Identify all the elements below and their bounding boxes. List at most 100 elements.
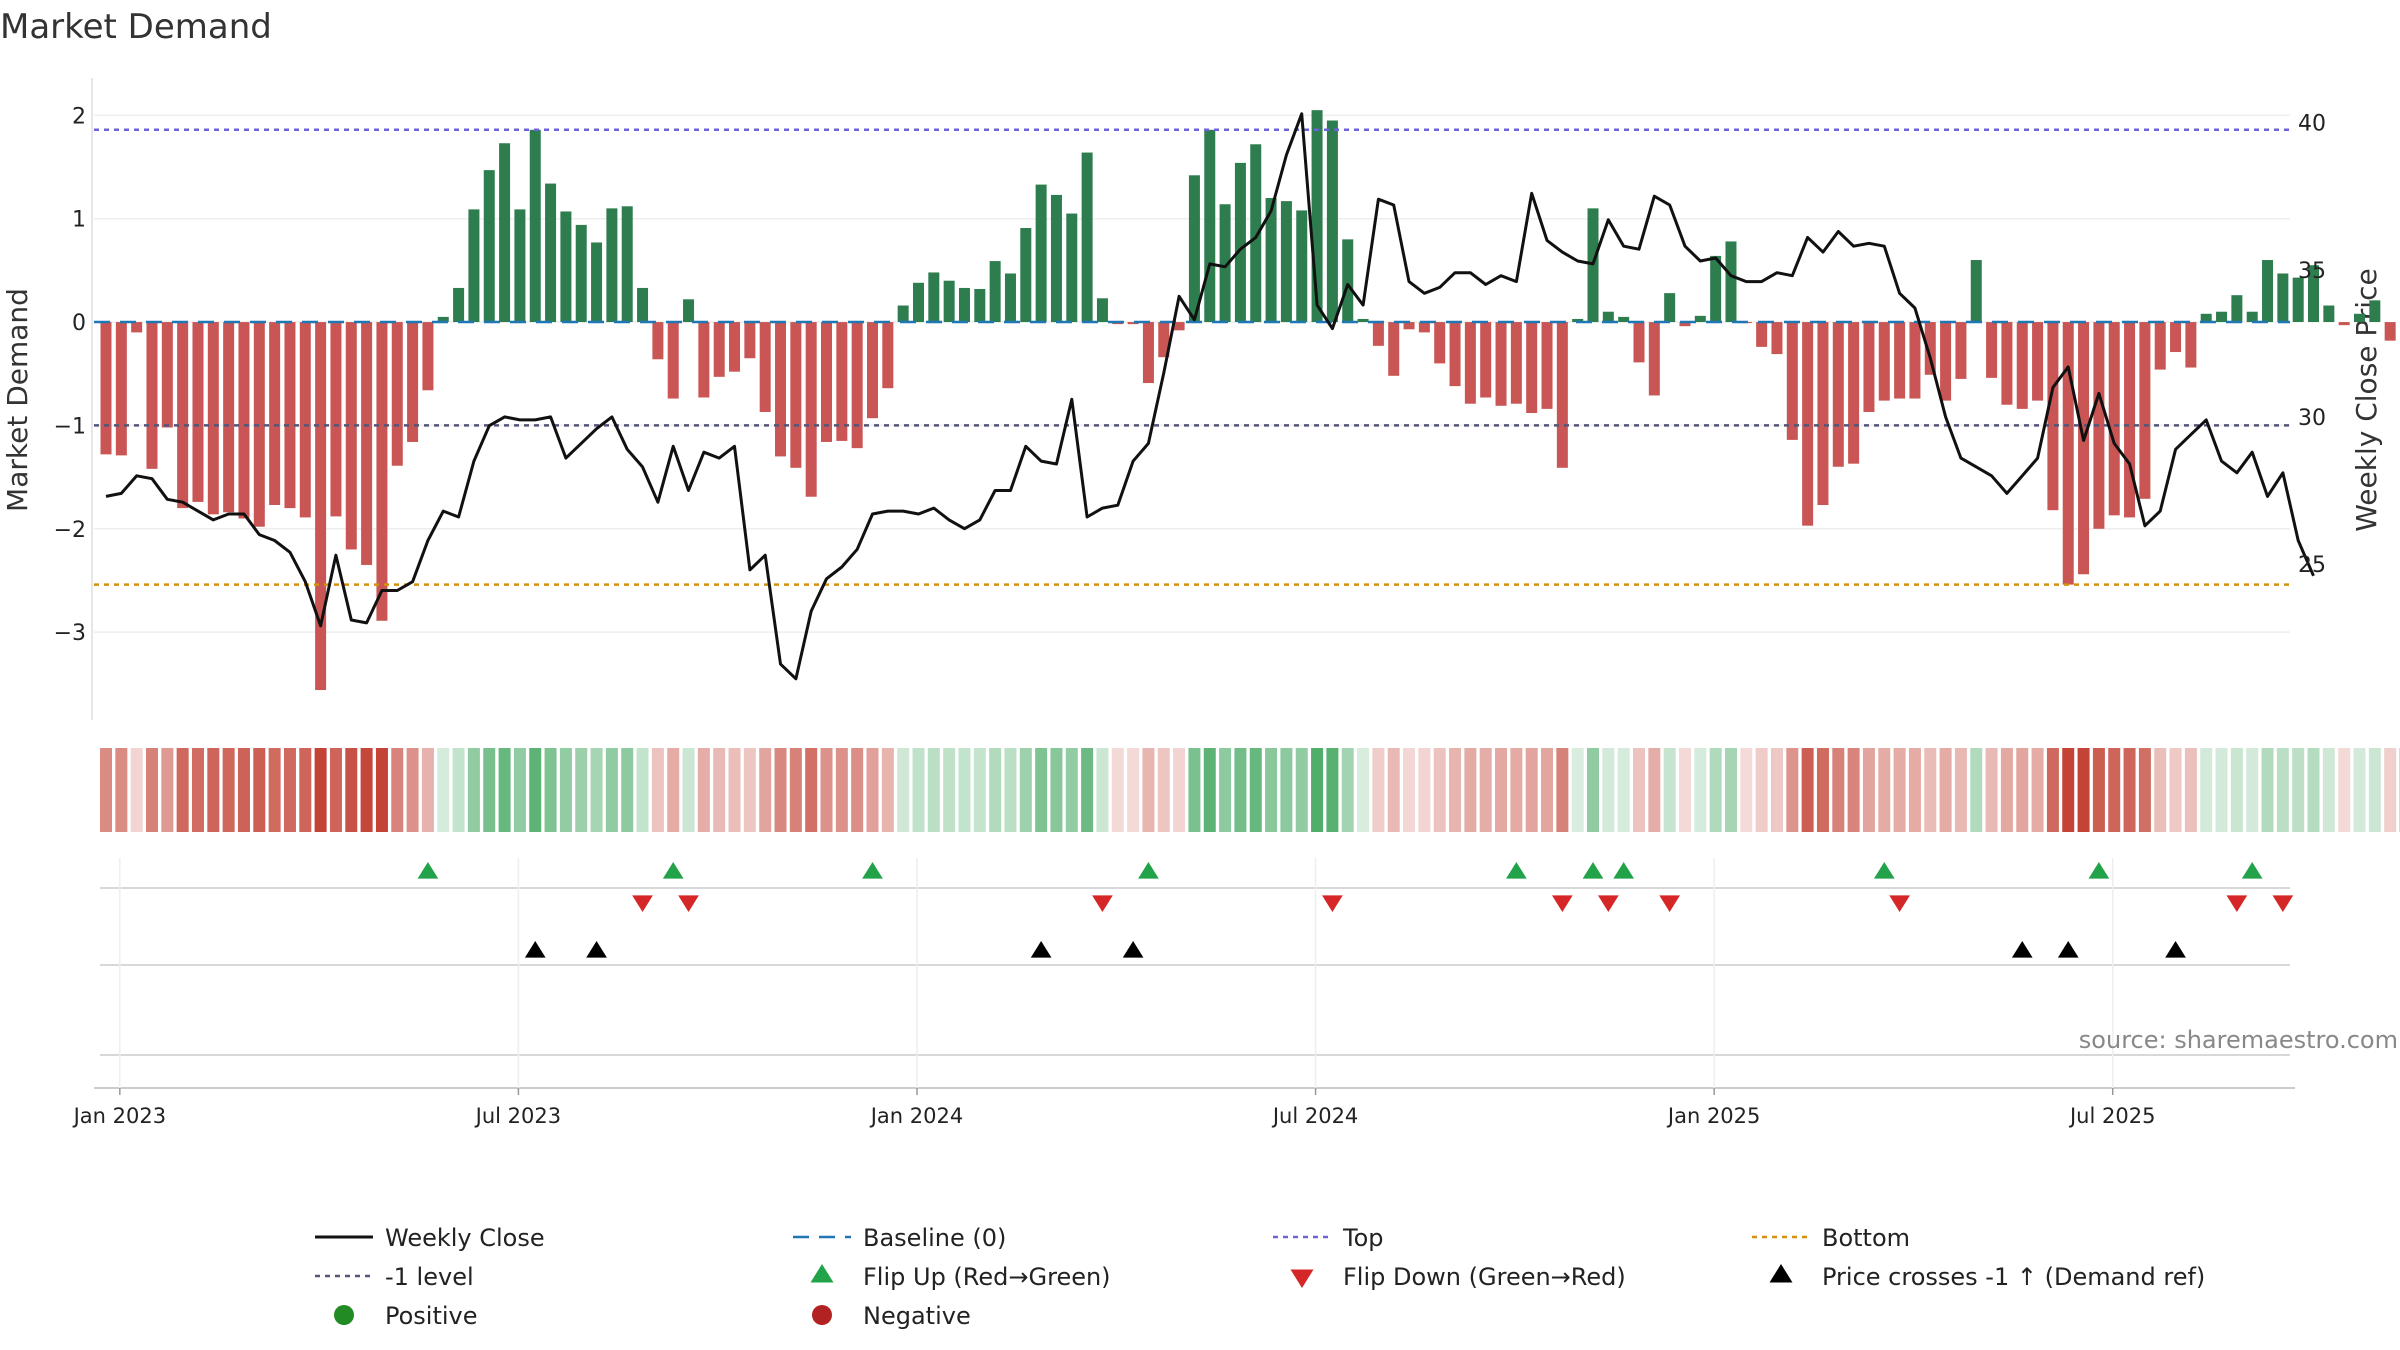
demand-strip	[100, 748, 2400, 832]
strip-cell	[237, 748, 250, 832]
negative-bar	[882, 322, 894, 389]
strip-cell	[2200, 748, 2213, 832]
negative-bar	[1940, 322, 1952, 401]
strip-cell	[1035, 748, 1048, 832]
positive-bar	[1020, 228, 1032, 323]
negative-bar	[376, 322, 388, 621]
strip-cell	[1801, 748, 1814, 832]
strip-cell	[2307, 748, 2320, 832]
strip-cell	[115, 748, 128, 832]
strip-cell	[1709, 748, 1722, 832]
strip-cell	[1065, 748, 1078, 832]
positive-bar	[1096, 298, 1108, 323]
strip-cell	[2062, 748, 2075, 832]
legend-item-flipdown: Flip Down (Green→Red)	[1290, 1263, 1626, 1291]
strip-cell	[1081, 748, 1094, 832]
x-tick-label: Jan 2024	[869, 1104, 964, 1128]
positive-bar	[1296, 210, 1308, 323]
negative-bar	[713, 322, 725, 377]
positive-bar	[1066, 213, 1078, 323]
positive-bar	[958, 287, 970, 323]
chart-title: Market Demand	[0, 7, 272, 47]
strip-cell	[314, 748, 327, 832]
strip-cell	[2215, 748, 2228, 832]
positive-bar	[1004, 273, 1016, 323]
strip-cell	[559, 748, 572, 832]
positive-bar	[1280, 201, 1292, 323]
strip-cell	[253, 748, 266, 832]
strip-cell	[2276, 748, 2289, 832]
flip-up-marker	[2088, 862, 2110, 879]
strip-cell	[2046, 748, 2059, 832]
positive-bar	[989, 261, 1001, 323]
strip-cell	[1556, 748, 1569, 832]
strip-cell	[1111, 748, 1124, 832]
strip-cell	[191, 748, 204, 832]
strip-cell	[1770, 748, 1783, 832]
negative-bar	[2047, 322, 2059, 511]
negative-bar	[2124, 322, 2136, 518]
positive-bar	[1188, 175, 1200, 323]
y-tick-label: 2	[72, 104, 86, 129]
flip-up-marker	[417, 862, 439, 879]
negative-bar	[253, 322, 265, 527]
positive-bar	[529, 129, 541, 323]
positive-bar	[928, 272, 940, 323]
positive-bar	[1250, 144, 1262, 323]
price-line-layer	[105, 112, 2315, 681]
strip-cell	[789, 748, 802, 832]
negative-bar	[1924, 322, 1936, 375]
flip-up-marker	[662, 862, 684, 879]
strip-cell	[1908, 748, 1921, 832]
negative-bar	[238, 322, 250, 519]
flip-down-marker	[2226, 895, 2248, 912]
strip-cell	[651, 748, 664, 832]
strip-cell	[2077, 748, 2090, 832]
positive-bar	[1204, 129, 1216, 323]
negative-bar	[1802, 322, 1814, 526]
negative-bar	[2338, 322, 2350, 326]
negative-bar	[1848, 322, 1860, 464]
negative-bar	[131, 322, 143, 333]
negative-bar	[422, 322, 434, 391]
strip-cell	[452, 748, 465, 832]
strip-cell	[1832, 748, 1845, 832]
negative-bar	[345, 322, 357, 550]
legend-item-flipup: Flip Up (Red→Green)	[810, 1263, 1111, 1291]
strip-cell	[590, 748, 603, 832]
strip-cell	[1755, 748, 1768, 832]
price-cross-marker	[524, 941, 546, 958]
price-cross-marker	[586, 941, 607, 958]
negative-bar	[1510, 322, 1522, 404]
strip-cell	[2092, 748, 2105, 832]
positive-bar	[514, 209, 526, 323]
legend-label: Bottom	[1822, 1224, 1910, 1252]
negative-bar	[1756, 322, 1768, 347]
negative-bar	[1633, 322, 1645, 363]
strip-cell	[222, 748, 235, 832]
strip-cell	[2169, 748, 2182, 832]
negative-bar	[330, 322, 342, 517]
strip-cell	[636, 748, 649, 832]
legend-label: -1 level	[385, 1263, 474, 1291]
positive-bar	[1081, 152, 1093, 323]
positive-bar	[974, 288, 986, 323]
price-cross-marker	[1122, 941, 1144, 958]
y2-tick-label: 35	[2298, 259, 2326, 284]
flip-up-marker	[2241, 862, 2263, 879]
strip-cell	[1678, 748, 1691, 832]
negative-bar	[1418, 322, 1430, 333]
flip-up-marker	[1613, 862, 1635, 879]
negative-bar	[851, 322, 863, 449]
legend-item-top: Top	[1273, 1224, 1384, 1252]
flip-up-marker	[862, 862, 883, 879]
positive-bar	[2308, 265, 2320, 323]
positive-bar	[1326, 120, 1338, 323]
strip-cell	[1663, 748, 1676, 832]
strip-cell	[145, 748, 158, 832]
strip-cell	[2138, 748, 2151, 832]
strip-cell	[1173, 748, 1186, 832]
strip-cell	[1019, 748, 1032, 832]
y2-tick-label: 40	[2298, 112, 2326, 137]
positive-bar	[483, 170, 495, 323]
